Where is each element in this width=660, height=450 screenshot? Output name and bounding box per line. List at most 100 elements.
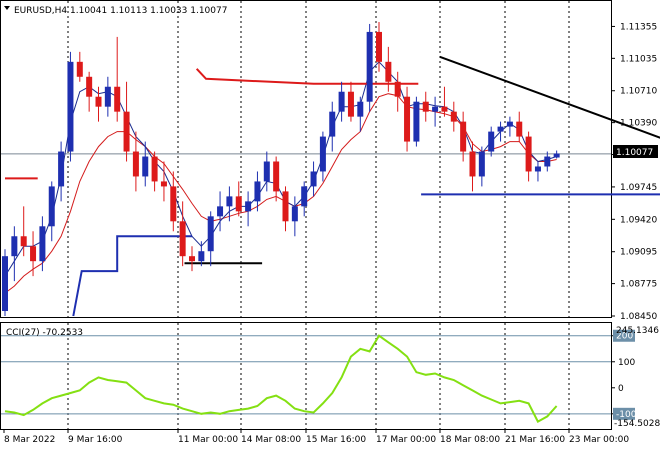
candle-bear <box>422 101 429 112</box>
cci-scale-top: 245.1346 <box>616 326 659 336</box>
candle-bear <box>86 76 93 97</box>
candle-bull <box>488 131 495 152</box>
cci-tick-label: -100 <box>616 410 637 420</box>
candle-bull <box>48 186 55 227</box>
candle-bull <box>58 151 65 187</box>
current-price-label: 1.10077 <box>616 148 653 158</box>
price-tick-label: 1.10390 <box>620 119 657 129</box>
axes: 1.113551.110351.107101.103901.100701.097… <box>3 22 657 445</box>
price-tick-label: 1.09420 <box>620 215 657 225</box>
blue-step-line <box>72 235 192 317</box>
current-price-tag <box>613 145 658 158</box>
candle-bull <box>198 251 205 262</box>
price-plot <box>1 21 660 317</box>
candle-bull <box>497 126 504 132</box>
cci-tick-label: 0 <box>618 384 624 394</box>
time-tick-label: 14 Mar 08:00 <box>241 435 301 445</box>
cci-line <box>4 334 558 423</box>
cci-tick-label: 200 <box>616 332 633 342</box>
candle-bull <box>254 181 261 202</box>
candle-bear <box>123 111 130 152</box>
price-tick-label: 1.09095 <box>620 248 657 258</box>
candle-bull <box>338 91 345 112</box>
candle-bear <box>151 156 158 182</box>
cci-scale-bottom: -154.5028 <box>614 419 660 429</box>
candle-bull <box>226 196 233 207</box>
price-tick-label: 1.11355 <box>620 22 657 32</box>
cci-level-badge <box>613 329 635 342</box>
candle-bull <box>104 86 111 107</box>
cci-label: CCI(27) -70.2533 <box>6 328 83 338</box>
cci-level-badge <box>613 407 635 420</box>
ohlc-readout: 1.10041 1.10113 1.10033 1.10077 <box>70 6 227 16</box>
cci-tick-label: 100 <box>618 358 635 368</box>
candle-bull <box>310 171 317 187</box>
price-tick-label: 1.09745 <box>620 183 657 193</box>
price-pane <box>0 0 612 318</box>
candle-bull <box>217 206 224 217</box>
candle-bull <box>413 101 420 142</box>
candle-bear <box>450 111 457 122</box>
candle-bull <box>357 101 364 117</box>
candle-bear <box>273 161 280 192</box>
candle-bull <box>2 256 8 312</box>
candle-bear <box>347 91 354 117</box>
candle-bull <box>11 236 18 257</box>
price-tick-label: 1.08775 <box>620 280 657 290</box>
candle-bull <box>301 186 308 207</box>
candle-bull <box>553 153 560 158</box>
time-tick-label: 23 Mar 00:00 <box>569 435 629 445</box>
time-tick-label: 17 Mar 00:00 <box>376 435 436 445</box>
candle-bear <box>189 256 195 262</box>
candle-bull <box>67 61 74 152</box>
red-step-line <box>195 68 419 85</box>
time-tick-label: 21 Mar 16:00 <box>505 435 565 445</box>
candle-bull <box>534 166 541 172</box>
candle-bear <box>404 96 411 142</box>
candle-bull <box>478 151 485 177</box>
candle-bull <box>506 121 513 127</box>
time-tick-label: 8 Mar 2022 <box>4 435 55 445</box>
candle-bear <box>525 136 532 172</box>
candle-bull <box>329 111 336 137</box>
candle-bull <box>245 201 252 212</box>
candle-bear <box>20 236 27 247</box>
candle-bull <box>544 156 551 167</box>
price-tick-label: 1.11035 <box>620 54 657 64</box>
candle-bear <box>170 186 177 222</box>
candle-bull <box>319 136 326 172</box>
candle-bear <box>469 151 476 177</box>
price-tick-label: 1.08450 <box>620 312 657 322</box>
price-tick-label: 1.10710 <box>620 87 657 97</box>
candle-bull <box>207 216 214 252</box>
symbol-label: EURUSD,H4 <box>14 6 67 16</box>
time-tick-label: 9 Mar 16:00 <box>68 435 123 445</box>
candle-bear <box>385 61 392 82</box>
candle-bear <box>132 151 139 177</box>
time-tick-label: 15 Mar 16:00 <box>306 435 366 445</box>
candle-bear <box>460 121 467 152</box>
time-tick-label: 18 Mar 08:00 <box>440 435 500 445</box>
candle-bear <box>30 246 37 262</box>
candle-bear <box>235 196 242 212</box>
candle-bull <box>263 161 270 182</box>
candle-bear <box>114 86 121 112</box>
dropdown-triangle-icon[interactable] <box>4 6 10 10</box>
cci-plot <box>1 334 611 423</box>
candle-bear <box>160 181 167 187</box>
candle-bear <box>441 106 448 112</box>
candle-bull <box>366 31 373 102</box>
candle-bull <box>39 226 46 262</box>
candle-bear <box>76 61 83 77</box>
candle-bear <box>179 221 186 257</box>
time-tick-label: 11 Mar 00:00 <box>178 435 238 445</box>
candle-bear <box>516 121 523 137</box>
candle-bear <box>282 191 289 222</box>
candle-bull <box>432 106 439 112</box>
candle-bear <box>394 81 401 97</box>
candle-bull <box>291 206 298 222</box>
trendline <box>439 55 660 139</box>
candle-bear <box>376 31 382 62</box>
candle-bull <box>142 156 149 177</box>
